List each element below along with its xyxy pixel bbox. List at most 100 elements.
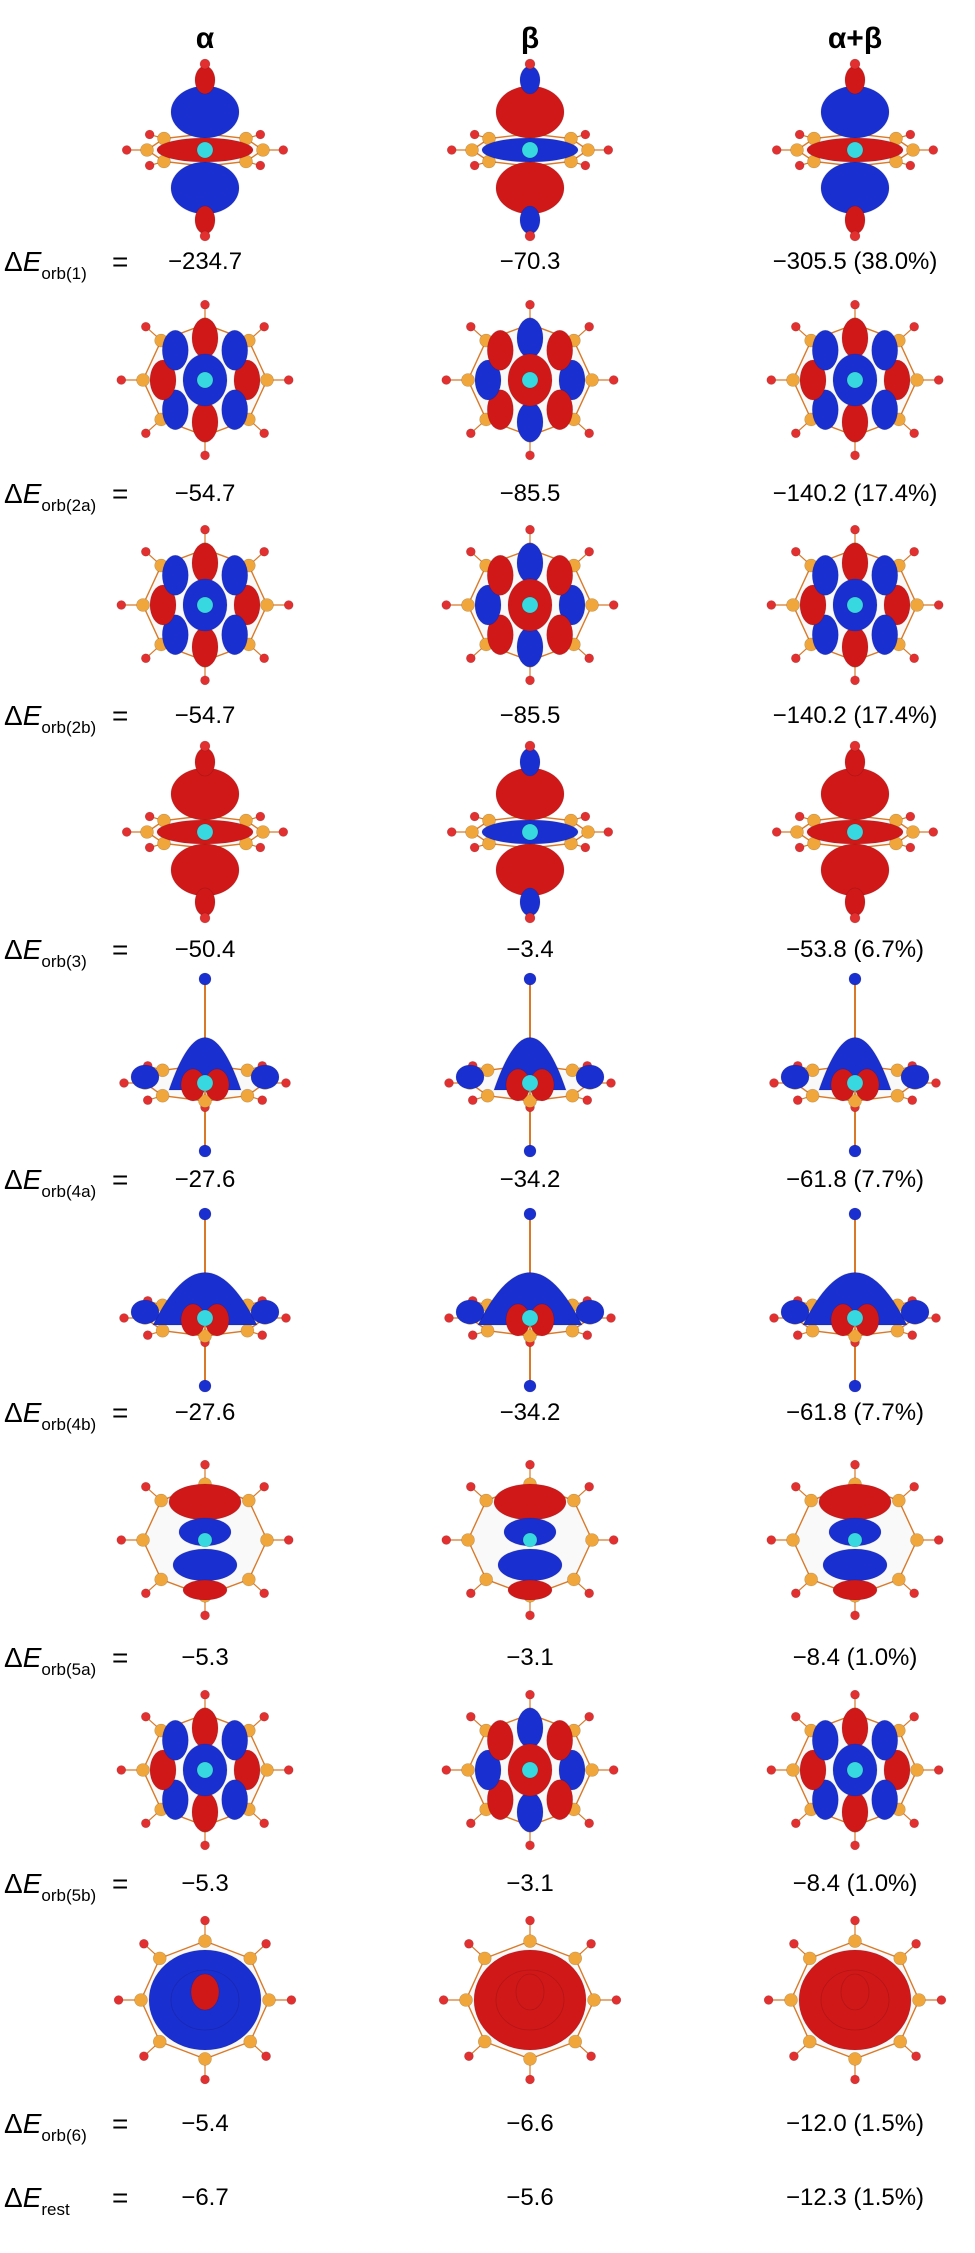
orbital-lobe [161, 614, 189, 656]
energy-term-subscript: orb(2b) [41, 718, 97, 737]
orbital-lobe [575, 1064, 605, 1090]
energy-value: −8.4 (1.0%) [792, 1870, 918, 1897]
orbital-lobe-center [840, 1973, 870, 2011]
orbital-lobe-top [194, 65, 216, 95]
energy-symbol: E [22, 2108, 42, 2139]
orbital-lobe [516, 401, 544, 443]
orbital-lobe [221, 554, 249, 596]
energy-symbol: E [22, 2182, 42, 2213]
orbital-lobe [811, 389, 839, 431]
orbital-lobe [841, 317, 869, 359]
energy-symbol: E [22, 478, 42, 509]
orbital-lobe [546, 329, 574, 371]
orbital-isosurface [755, 965, 955, 1165]
orbital-lobe [546, 554, 574, 596]
energy-term-subscript: orb(1) [41, 264, 87, 283]
orbital-isosurface [755, 1200, 955, 1400]
delta-symbol: Δ [4, 1164, 23, 1195]
orbital-lobe [486, 329, 514, 371]
equals-sign: = [112, 934, 129, 965]
orbital-lobe-cap [802, 1272, 908, 1326]
orbital-lobe [161, 1779, 189, 1821]
energy-value: −6.7 [181, 2184, 229, 2211]
energy-term-label: ΔEorb(5b) [4, 1868, 96, 1906]
orbital-lobe [516, 317, 544, 359]
orbital-isosurface [430, 1670, 630, 1870]
orbital-lobe [558, 1749, 586, 1791]
energy-value: −140.2 (17.4%) [772, 480, 938, 507]
orbital-lobe [474, 584, 502, 626]
energy-value: −54.7 [174, 480, 236, 507]
energy-term-label: ΔEorb(3) [4, 934, 87, 972]
orbital-lobe [871, 1779, 899, 1821]
orbital-lobe [516, 542, 544, 584]
orbital-lobe [780, 1299, 810, 1325]
orbital-isosurface [755, 280, 955, 480]
orbital-lobe [900, 1064, 930, 1090]
equals-sign: = [112, 700, 129, 731]
orbital-lobe [221, 1779, 249, 1821]
energy-term-subscript: rest [41, 2200, 70, 2219]
orbital-lobe-top [844, 747, 866, 777]
orbital-isosurface [430, 1900, 630, 2100]
energy-symbol: E [22, 1397, 42, 1428]
energy-value: −12.3 (1.5%) [785, 2184, 925, 2211]
energy-term-subscript: orb(3) [41, 952, 87, 971]
energy-symbol: E [22, 1868, 42, 1899]
orbital-lobe [871, 1719, 899, 1761]
energy-term-label: ΔEorb(4a) [4, 1164, 96, 1202]
energy-term-label: ΔEorb(1) [4, 246, 87, 284]
orbital-isosurface [755, 1900, 955, 2100]
orbital-isosurface [105, 1900, 305, 2100]
orbital-lobe [149, 584, 177, 626]
orbital-lobe-cap [477, 1272, 583, 1326]
orbital-isosurface [430, 50, 630, 250]
orbital-lobe [841, 1707, 869, 1749]
orbital-lobe [486, 1779, 514, 1821]
energy-value: −3.4 [506, 936, 554, 963]
orbital-lobe [191, 401, 219, 443]
equals-sign: = [112, 1397, 129, 1428]
energy-term-label: ΔEorb(2a) [4, 478, 96, 516]
energy-value: −54.7 [174, 702, 236, 729]
orbital-isosurface [105, 280, 305, 480]
orbital-lobe-center [515, 1973, 545, 2011]
orbital-lobe-base [507, 1579, 553, 1601]
orbital-lobe [516, 1791, 544, 1833]
energy-symbol: E [22, 1642, 42, 1673]
column-header: β [520, 22, 540, 55]
equals-sign: = [112, 478, 129, 509]
orbital-isosurface [755, 1670, 955, 1870]
energy-symbol: E [22, 934, 42, 965]
orbital-isosurface [755, 505, 955, 705]
orbital-lobe [841, 542, 869, 584]
orbital-isosurface [105, 1200, 305, 1400]
orbital-lobe [883, 584, 911, 626]
orbital-lobe [233, 1749, 261, 1791]
orbital-isosurface [105, 1670, 305, 1870]
orbital-lobe [130, 1064, 160, 1090]
orbital-lobe-lower [497, 1548, 563, 1582]
energy-term-label: ΔEorb(4b) [4, 1397, 96, 1435]
energy-value: −140.2 (17.4%) [772, 702, 938, 729]
orbital-lobe-base [182, 1579, 228, 1601]
energy-value: −27.6 [174, 1166, 236, 1193]
orbital-lobe [841, 1791, 869, 1833]
energy-value: −53.8 (6.7%) [785, 936, 925, 963]
energy-value: −12.0 (1.5%) [785, 2110, 925, 2137]
column-header: α+β [827, 22, 883, 55]
equals-sign: = [112, 2108, 129, 2139]
energy-value: −234.7 [167, 248, 243, 275]
energy-value: −5.6 [506, 2184, 554, 2211]
orbital-lobe [149, 359, 177, 401]
energy-symbol: E [22, 1164, 42, 1195]
energy-term-subscript: orb(5a) [41, 1660, 97, 1679]
energy-value: −61.8 (7.7%) [785, 1399, 925, 1426]
orbital-isosurface [105, 505, 305, 705]
orbital-lobe-top [194, 747, 216, 777]
energy-value: −85.5 [499, 702, 561, 729]
orbital-lobe [558, 584, 586, 626]
orbital-lobe [221, 329, 249, 371]
orbital-lobe-top [519, 65, 541, 95]
orbital-lobe [546, 389, 574, 431]
